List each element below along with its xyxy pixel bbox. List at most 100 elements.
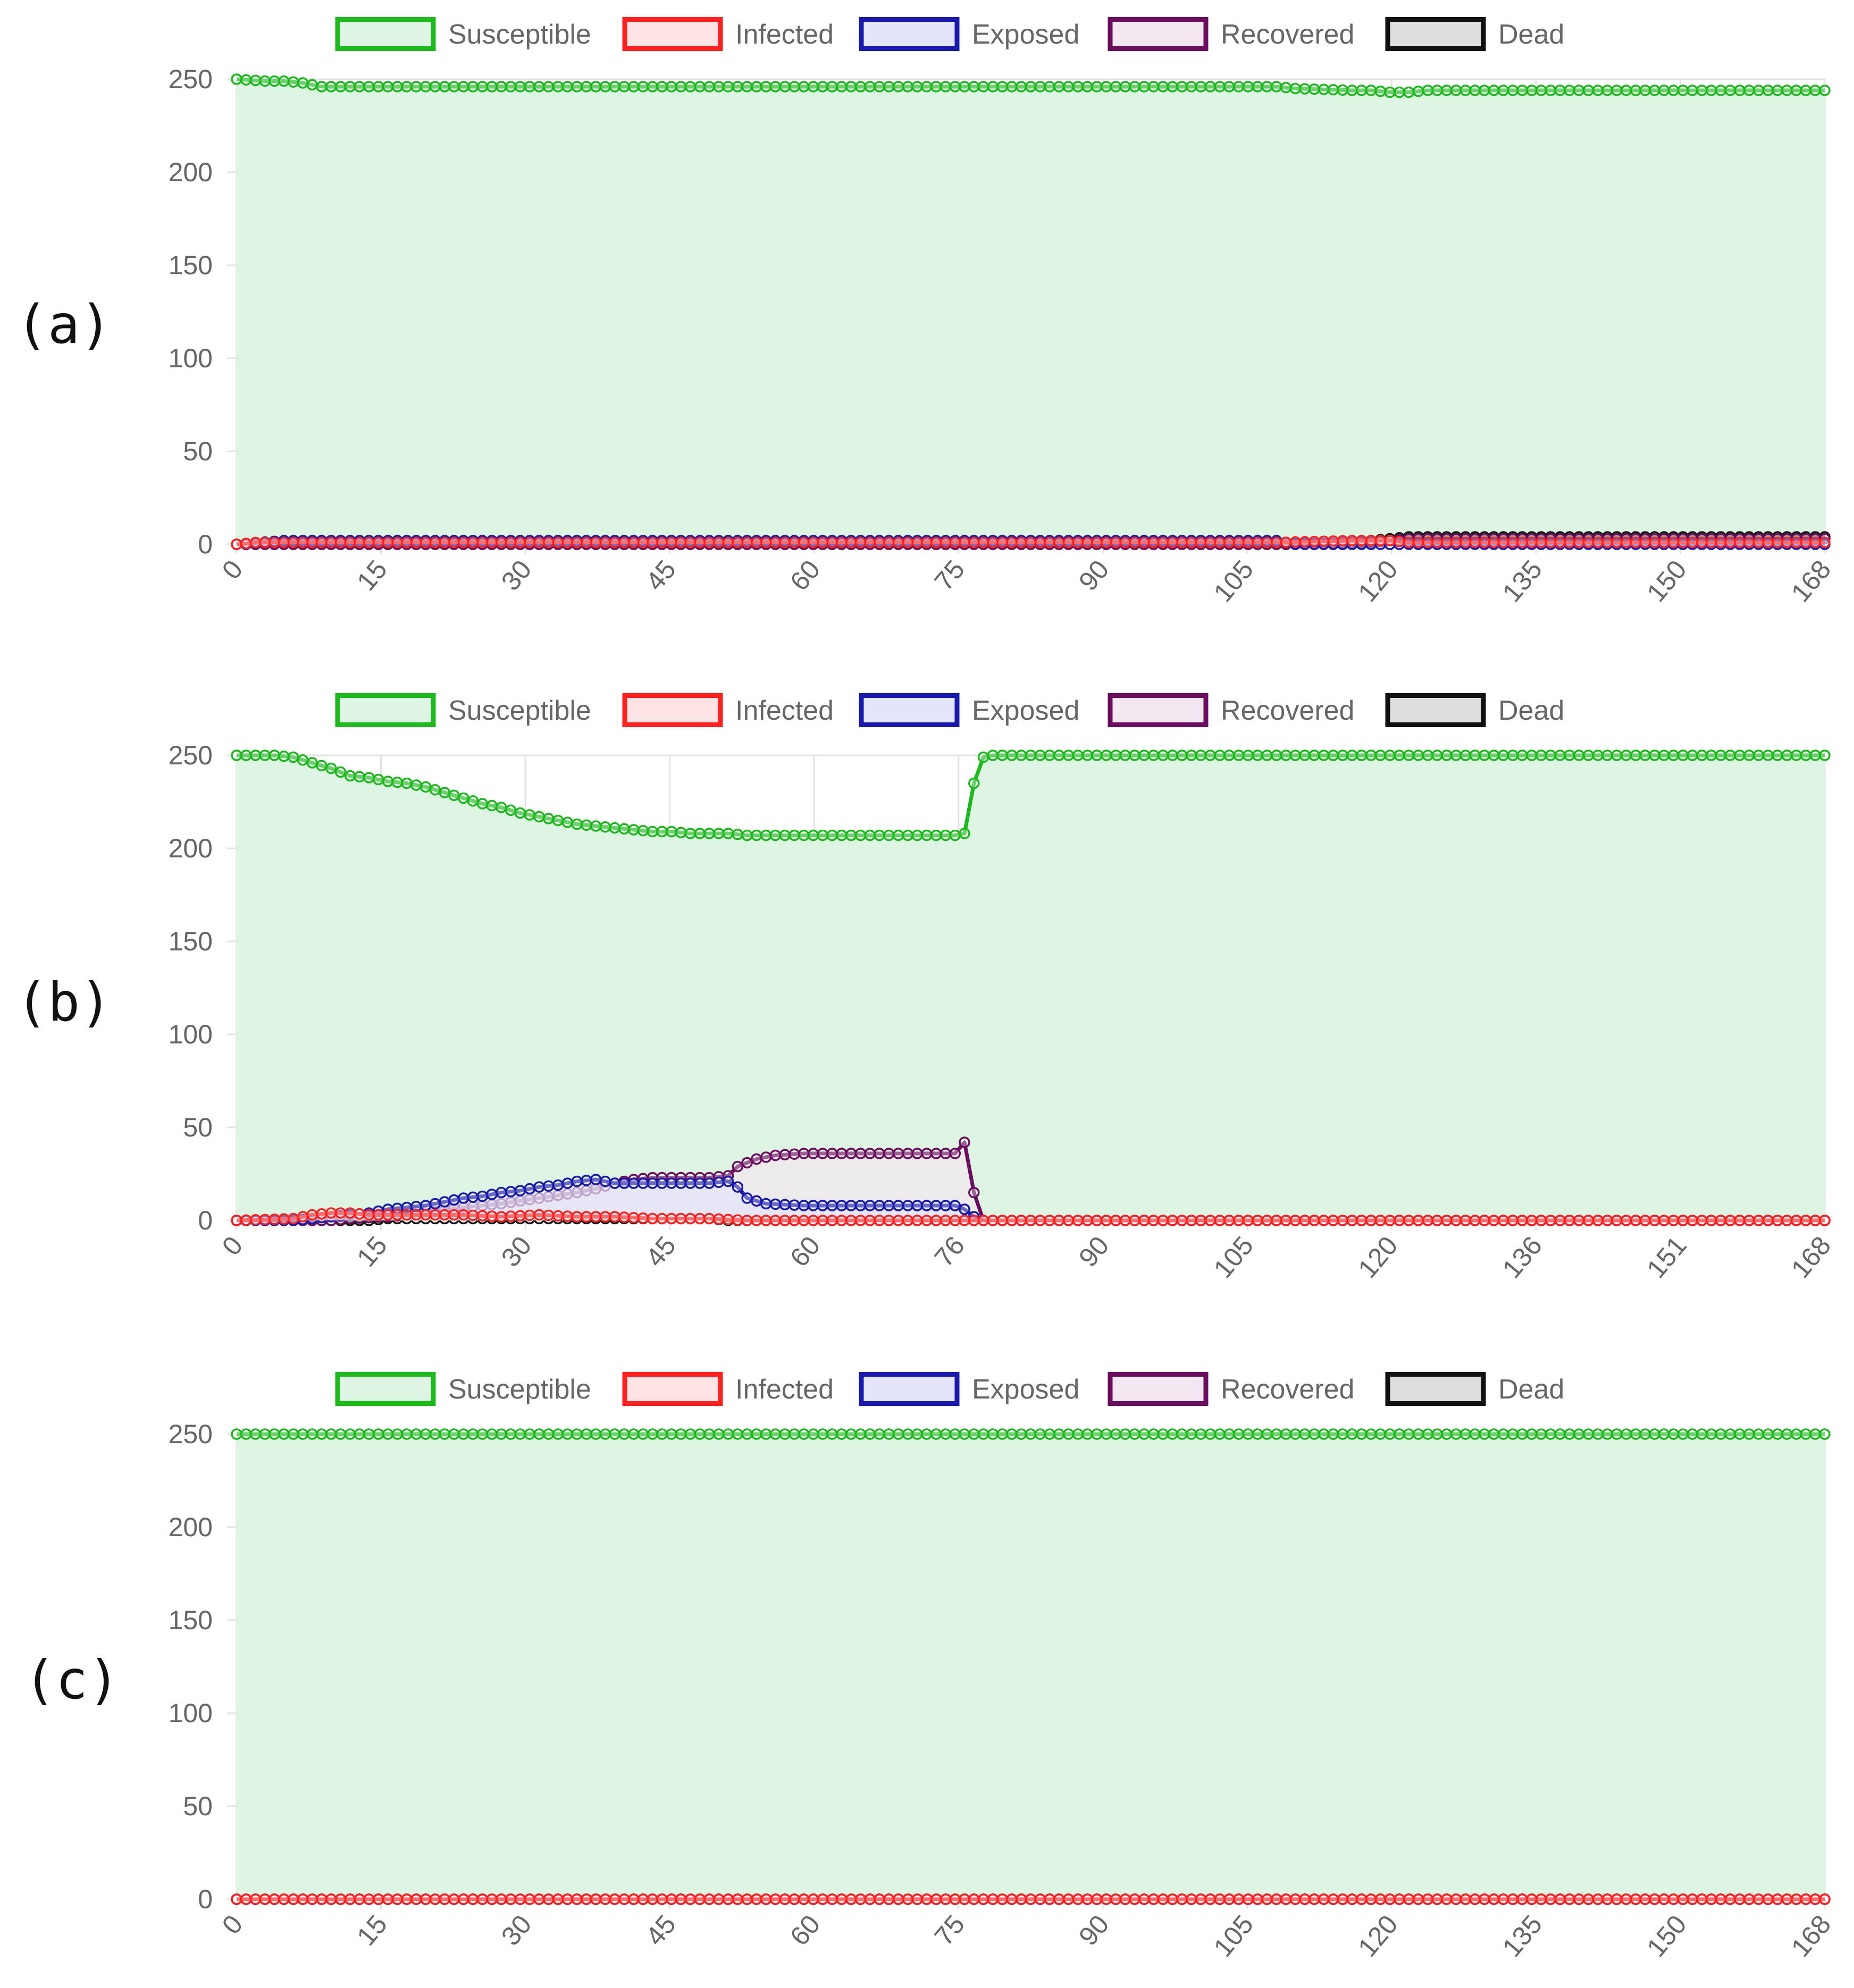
data-point bbox=[1573, 749, 1585, 761]
data-point bbox=[1564, 1893, 1575, 1905]
data-point bbox=[1053, 536, 1065, 549]
data-point bbox=[1318, 1428, 1330, 1440]
data-point bbox=[854, 1428, 867, 1440]
y-tick-label: 100 bbox=[169, 343, 213, 373]
data-point bbox=[1488, 1893, 1500, 1905]
data-point bbox=[618, 81, 630, 92]
data-point bbox=[1479, 85, 1490, 96]
data-point bbox=[561, 1177, 574, 1189]
data-point bbox=[741, 1192, 753, 1204]
legend-label-infected: Infected bbox=[735, 1374, 834, 1405]
data-point bbox=[316, 1428, 328, 1440]
data-point bbox=[1223, 1215, 1235, 1226]
data-point bbox=[590, 81, 602, 92]
data-point bbox=[769, 1215, 782, 1226]
data-point bbox=[779, 81, 791, 92]
data-point bbox=[845, 1148, 857, 1159]
data-point bbox=[1535, 1215, 1547, 1226]
data-point bbox=[1034, 1428, 1046, 1440]
data-point bbox=[902, 1428, 914, 1440]
data-point bbox=[817, 1200, 829, 1211]
data-point bbox=[732, 1214, 744, 1226]
data-point bbox=[420, 1893, 432, 1905]
data-point bbox=[713, 1176, 725, 1189]
data-point bbox=[1705, 1215, 1717, 1226]
data-point bbox=[817, 81, 829, 92]
legend-label-infected: Infected bbox=[735, 19, 834, 50]
data-point bbox=[892, 536, 904, 549]
y-tick-label: 0 bbox=[198, 529, 213, 559]
data-point bbox=[429, 784, 441, 796]
data-point bbox=[457, 792, 469, 804]
data-point bbox=[1403, 86, 1415, 98]
data-point bbox=[666, 536, 677, 549]
data-point bbox=[1431, 85, 1443, 96]
data-point bbox=[1299, 1893, 1311, 1905]
data-point bbox=[1422, 536, 1434, 549]
data-point bbox=[467, 795, 479, 807]
data-point bbox=[798, 81, 810, 92]
data-point bbox=[1611, 1893, 1623, 1905]
data-point bbox=[921, 81, 933, 92]
data-point bbox=[1620, 1893, 1632, 1905]
data-point bbox=[1412, 86, 1424, 97]
data-point bbox=[1365, 535, 1377, 546]
data-point bbox=[779, 1215, 791, 1226]
data-point bbox=[1242, 1215, 1254, 1226]
data-point bbox=[287, 536, 299, 549]
data-point bbox=[949, 1200, 961, 1211]
data-point bbox=[845, 536, 857, 549]
data-point bbox=[561, 1893, 574, 1905]
data-point bbox=[363, 81, 375, 92]
data-point bbox=[1564, 536, 1575, 549]
data-point bbox=[599, 536, 611, 549]
data-point bbox=[1119, 1893, 1131, 1905]
data-point bbox=[1271, 1428, 1282, 1440]
data-point bbox=[760, 536, 772, 549]
data-point bbox=[1195, 1428, 1207, 1440]
data-point bbox=[1242, 749, 1254, 761]
data-point bbox=[713, 828, 725, 839]
data-point bbox=[1687, 1428, 1698, 1440]
data-point bbox=[939, 536, 952, 549]
data-point bbox=[675, 1893, 687, 1905]
data-point bbox=[1762, 1893, 1774, 1905]
data-point bbox=[306, 536, 318, 549]
data-point bbox=[722, 1214, 734, 1226]
data-point bbox=[1516, 85, 1528, 96]
data-point bbox=[1667, 1893, 1680, 1905]
data-point bbox=[864, 1148, 876, 1159]
data-point bbox=[1592, 1893, 1604, 1905]
data-point bbox=[1280, 1893, 1292, 1905]
data-point bbox=[722, 1893, 734, 1905]
data-point bbox=[457, 536, 469, 549]
data-point bbox=[1394, 1215, 1405, 1226]
data-point bbox=[675, 536, 687, 549]
data-point bbox=[1431, 1215, 1443, 1226]
data-point bbox=[1592, 749, 1604, 761]
data-point bbox=[1497, 1893, 1509, 1905]
data-point bbox=[1772, 1428, 1783, 1440]
data-point bbox=[231, 1428, 242, 1440]
data-point bbox=[874, 1200, 885, 1211]
data-point bbox=[457, 1192, 469, 1204]
data-point bbox=[959, 1203, 970, 1215]
data-point bbox=[1025, 536, 1037, 549]
data-point bbox=[722, 1428, 734, 1440]
data-point bbox=[1715, 536, 1727, 549]
data-point bbox=[1479, 1893, 1490, 1905]
data-point bbox=[1356, 1215, 1368, 1226]
data-point bbox=[1677, 1215, 1689, 1226]
data-point bbox=[1403, 1428, 1415, 1440]
data-point bbox=[741, 536, 753, 549]
data-point bbox=[581, 819, 592, 831]
data-point bbox=[599, 821, 611, 833]
data-point bbox=[1242, 536, 1254, 549]
data-point bbox=[713, 81, 725, 92]
data-point bbox=[1734, 1428, 1746, 1440]
data-point bbox=[722, 81, 734, 92]
data-point bbox=[1214, 81, 1226, 92]
data-point bbox=[1044, 1215, 1055, 1226]
data-point bbox=[1394, 1428, 1405, 1440]
data-point bbox=[1100, 81, 1112, 92]
